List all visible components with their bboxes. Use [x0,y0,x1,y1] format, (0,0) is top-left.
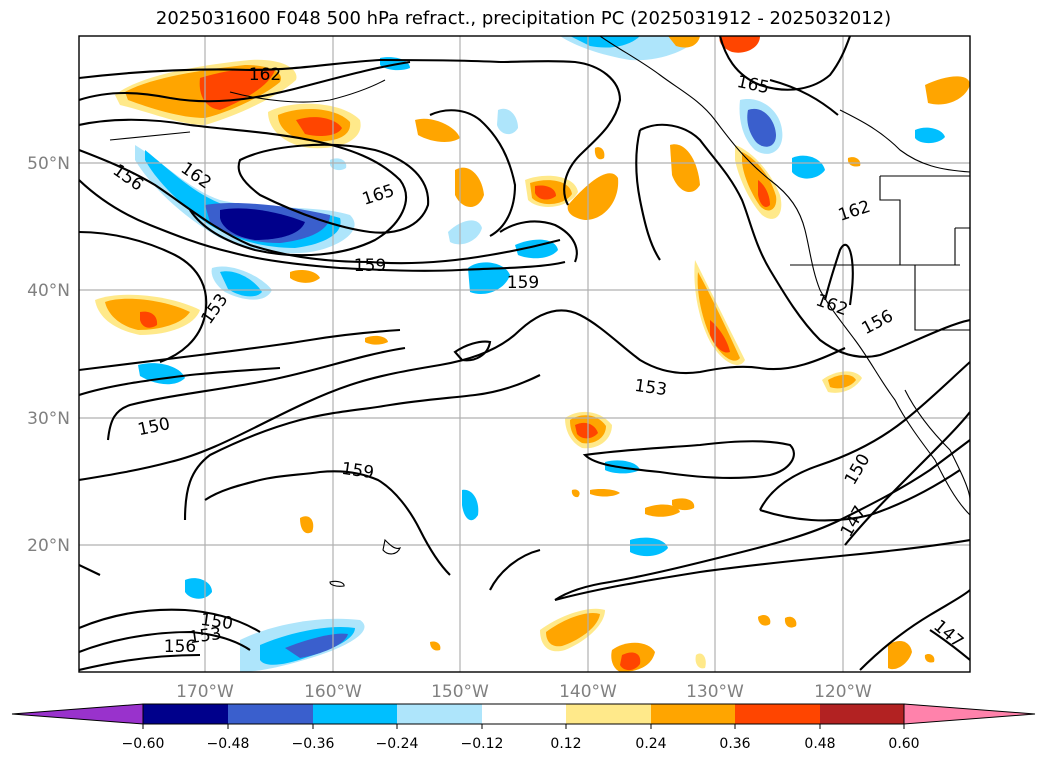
colorbar-tick-label: 0.12 [550,736,581,752]
colorbar-tick-label: −0.36 [292,736,335,752]
latitude-labels: 50°N 40°N 30°N 20°N [27,154,70,556]
colorbar-frame [142,703,905,725]
graticule [79,36,970,672]
colorbar-tick-label: −0.12 [461,736,504,752]
lat-label: 40°N [27,281,70,301]
lon-label: 140°W [559,682,617,702]
contour-label: 162 [249,65,281,85]
map-plot-area: 162 165 156 162 165 159 159 153 162 162 … [79,36,970,672]
contour-label: 159 [340,459,375,483]
colorbar-segment [820,704,904,724]
coastlines [109,36,970,587]
colorbar-tick-label: 0.36 [719,736,750,752]
refractivity-contours [79,36,970,672]
contour-label: 150 [199,610,234,634]
contour-label: 153 [633,376,668,400]
lat-label: 20°N [27,536,70,556]
colorbar-tick-label: 0.48 [804,736,835,752]
lon-label: 120°W [814,682,872,702]
colorbar-ticks [142,724,905,729]
longitude-labels: 170°W 160°W 150°W 140°W 130°W 120°W [176,682,872,702]
contour-label: 159 [354,256,386,276]
colorbar-segment [228,704,313,724]
contour-label: 153 [188,624,223,648]
lat-label: 50°N [27,154,70,174]
lon-label: 150°W [431,682,489,702]
colorbar-tick-label: −0.48 [207,736,250,752]
colorbar-segment [313,704,397,724]
colorbar-segment [143,704,228,724]
lon-label: 130°W [686,682,744,702]
colorbar-segment [566,704,651,724]
colorbar-segment [482,704,566,724]
lon-label: 170°W [176,682,234,702]
lon-label: 160°W [304,682,362,702]
colorbar-tick-label: 0.24 [635,736,666,752]
colorbar-right-extension [903,703,1036,725]
colorbar-segment [735,704,820,724]
plot-frame [78,35,971,673]
colorbar-segment [397,704,482,724]
colorbar-tick-label: 0.60 [888,736,919,752]
lat-label: 30°N [27,409,70,429]
colorbar-tick-label: −0.24 [376,736,419,752]
contour-label: 156 [164,637,196,657]
colorbar-left-extension [11,703,144,725]
positive-anomaly-shading [95,36,970,672]
colorbar-tick-label: −0.60 [122,736,165,752]
colorbar: −0.60 −0.48 −0.36 −0.24 −0.12 0.12 0.24 … [11,703,1036,752]
contour-label: 159 [507,273,539,293]
map-title: 2025031600 F048 500 hPa refract., precip… [155,8,892,29]
colorbar-segment [651,704,735,724]
